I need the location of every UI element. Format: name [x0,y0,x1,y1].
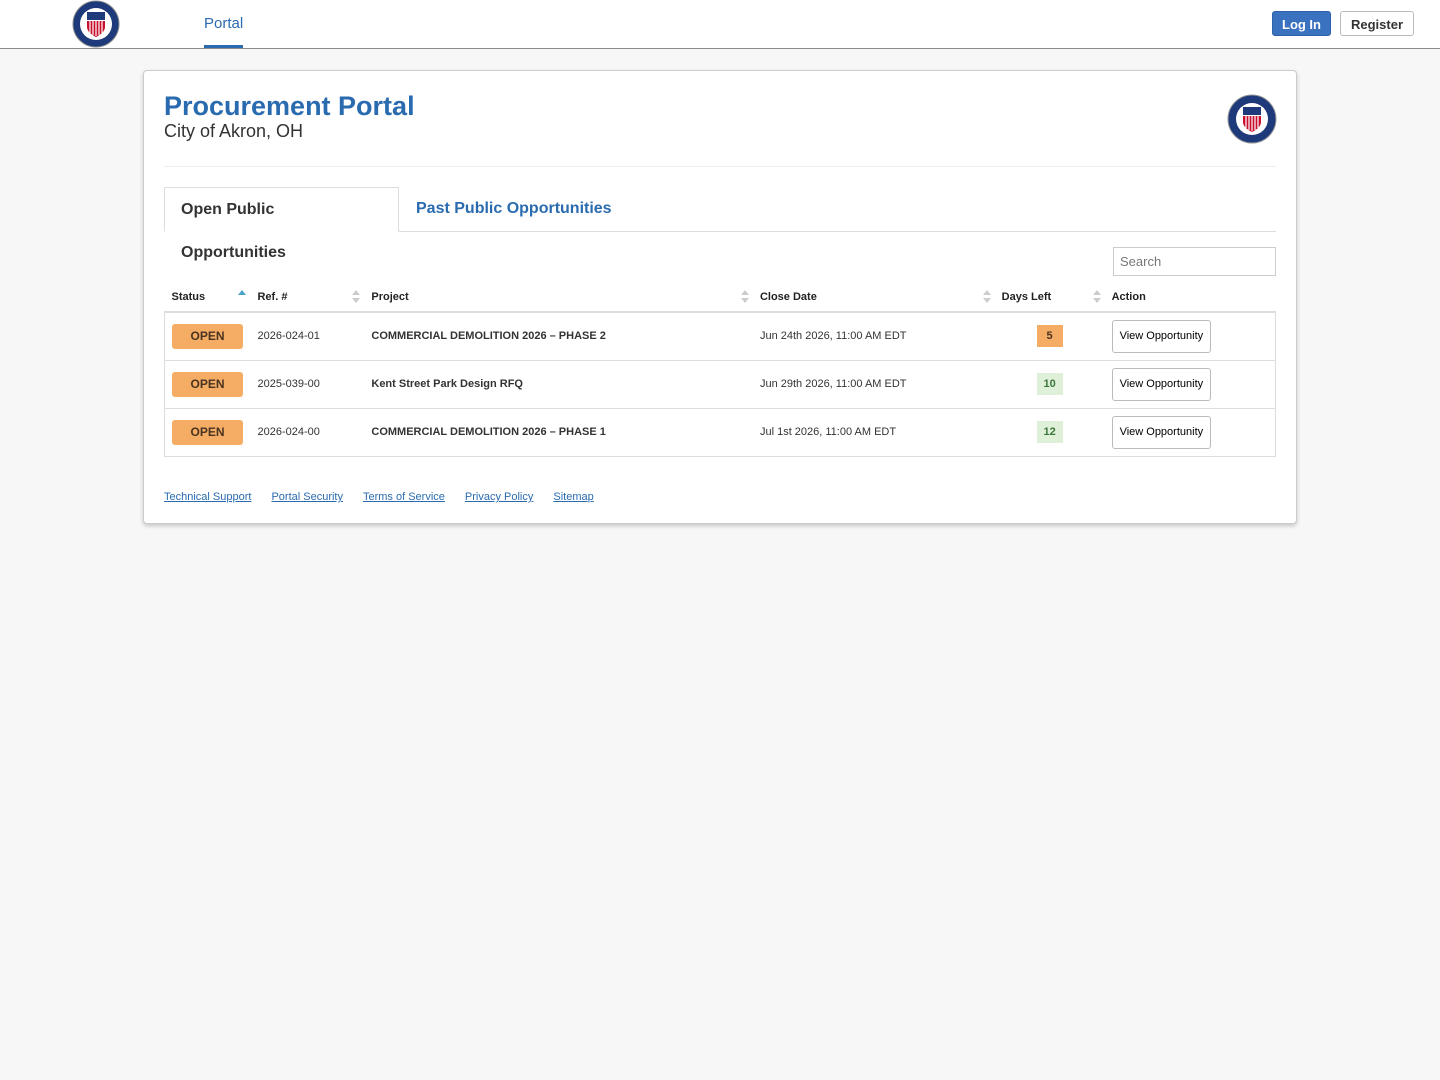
project-cell: COMMERCIAL DEMOLITION 2026 – PHASE 1 [364,407,753,456]
opportunities-table: Status Ref. # Project Close Date Days Left Ac… [164,282,1276,457]
sort-icon [740,290,749,303]
column-header[interactable]: Project [364,282,753,313]
tab-border [164,231,1276,232]
city-seal [1227,94,1277,144]
table-body: OPEN 2026-024-01 COMMERCIAL DEMOLITION 202… [164,311,1276,456]
days-left-cell: 12 [994,407,1105,456]
table-row: OPEN 2025-039-00 Kent Street Park Design R… [164,359,1276,408]
status-badge: OPEN [172,323,243,349]
days-left-badge: 5 [1036,325,1063,348]
search-input[interactable] [1113,247,1276,276]
project-cell: COMMERCIAL DEMOLITION 2026 – PHASE 2 [364,311,753,360]
action-cell: View Opportunity [1104,359,1276,408]
page-title: Procurement Portal [164,91,415,121]
tab-open[interactable]: Open Public Opportunities [164,187,399,261]
ref-cell: 2025-039-00 [250,359,365,408]
footer-link[interactable]: Terms of Service [362,491,445,503]
sort-icon [982,290,991,303]
register-button[interactable]: Register [1340,11,1414,36]
city-seal-logo [72,0,120,48]
footer-links: Technical Support Portal Security Terms of… [164,491,614,503]
footer-link[interactable]: Sitemap [553,491,594,503]
header-row: Status Ref. # Project Close Date Days Left Ac… [164,282,1276,313]
column-header[interactable]: Close Date [752,282,995,313]
sort-icon [1092,290,1101,303]
status-cell: OPEN [164,311,251,360]
tab-past[interactable]: Past Public Opportunities [416,200,612,217]
column-header: Action [1104,282,1276,313]
ref-cell: 2026-024-01 [250,311,365,360]
status-cell: OPEN [164,407,251,456]
view-opportunity-button[interactable]: View Opportunity [1111,415,1212,449]
days-left-cell: 5 [994,311,1105,360]
nav-portal-link[interactable]: Portal [204,0,244,48]
status-cell: OPEN [164,359,251,408]
footer-link[interactable]: Privacy Policy [464,491,534,503]
table-row: OPEN 2026-024-01 COMMERCIAL DEMOLITION 202… [164,311,1276,360]
close-date-cell: Jun 29th 2026, 11:00 AM EDT [752,359,995,408]
close-date-cell: Jul 1st 2026, 11:00 AM EDT [752,407,995,456]
footer-link[interactable]: Technical Support [164,491,252,503]
view-opportunity-button[interactable]: View Opportunity [1111,367,1212,401]
table-row: OPEN 2026-024-00 COMMERCIAL DEMOLITION 202… [164,407,1276,456]
page-subtitle: City of Akron, OH [164,121,304,141]
footer-link[interactable]: Portal Security [271,491,343,503]
login-button[interactable]: Log In [1272,11,1331,36]
divider [164,166,1276,167]
sort-icon [352,290,361,303]
sort-icon [238,290,247,295]
portal-card: Procurement Portal City of Akron, OH Ope… [143,70,1297,524]
column-header[interactable]: Days Left [994,282,1105,313]
top-bar: Portal Log In Register [0,0,1440,49]
column-header[interactable]: Status [164,282,251,313]
days-left-badge: 10 [1036,373,1063,395]
days-left-badge: 12 [1036,421,1063,443]
column-header[interactable]: Ref. # [250,282,365,313]
action-cell: View Opportunity [1104,311,1276,360]
status-badge: OPEN [172,371,243,397]
days-left-cell: 10 [994,359,1105,408]
ref-cell: 2026-024-00 [250,407,365,456]
project-cell: Kent Street Park Design RFQ [364,359,753,408]
close-date-cell: Jun 24th 2026, 11:00 AM EDT [752,311,995,360]
action-cell: View Opportunity [1104,407,1276,456]
status-badge: OPEN [172,419,243,445]
view-opportunity-button[interactable]: View Opportunity [1111,319,1212,353]
